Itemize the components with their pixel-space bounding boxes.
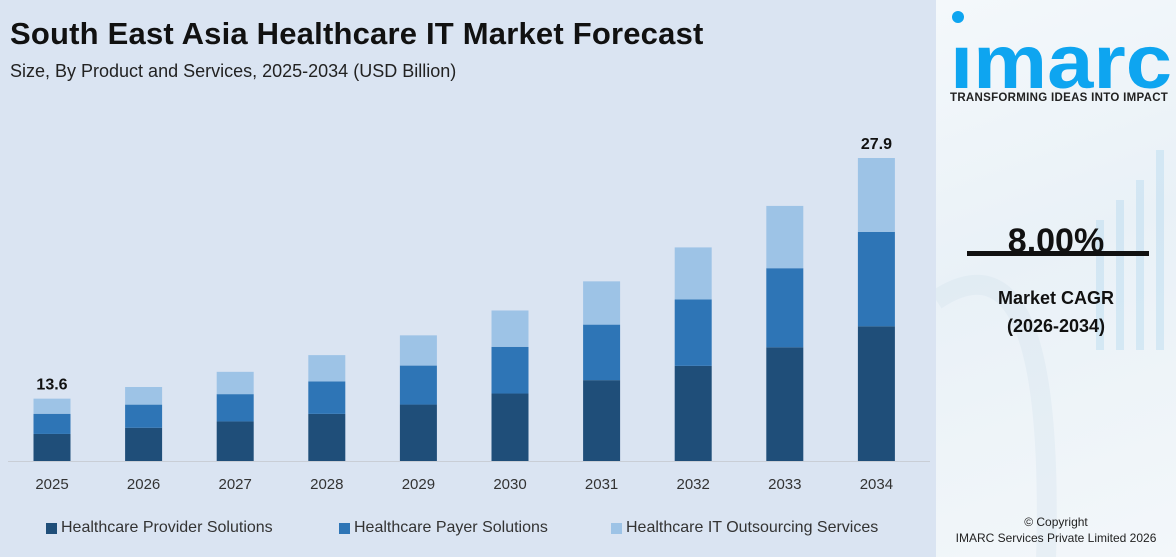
bar-segment-2026-2 bbox=[125, 387, 163, 405]
bar-segment-2029-2 bbox=[399, 335, 437, 366]
x-tick-label: 2033 bbox=[768, 476, 801, 493]
bar-segment-2033-1 bbox=[766, 268, 804, 348]
bar-segment-2028-1 bbox=[308, 381, 346, 414]
imarc-logo-mark: ımarc bbox=[950, 11, 1172, 105]
legend-item-provider: Healthcare Provider Solutions bbox=[46, 519, 273, 537]
legend-item-outsourcing: Healthcare IT Outsourcing Services bbox=[611, 519, 878, 537]
bar-segment-2034-2 bbox=[857, 158, 895, 232]
cagr-label: Market CAGR (2026-2034) bbox=[936, 284, 1176, 340]
bar-segment-2031-2 bbox=[583, 281, 621, 325]
bar-segment-2031-1 bbox=[583, 324, 621, 381]
legend-swatch bbox=[339, 522, 350, 534]
bar-segment-2027-1 bbox=[216, 394, 254, 422]
bar-segment-2034-1 bbox=[857, 231, 895, 327]
bar-segment-2032-0 bbox=[674, 365, 712, 461]
bar-segment-2032-1 bbox=[674, 299, 712, 366]
x-tick-label: 2029 bbox=[402, 476, 435, 493]
bar-segment-2025-2 bbox=[33, 398, 71, 414]
copyright: © Copyright IMARC Services Private Limit… bbox=[936, 514, 1176, 546]
bar-segment-2033-2 bbox=[766, 205, 804, 269]
bar-segment-2031-0 bbox=[583, 380, 621, 461]
bar-segment-2028-2 bbox=[308, 355, 346, 382]
bar-segment-2032-2 bbox=[674, 247, 712, 300]
bar-segment-2027-0 bbox=[216, 421, 254, 461]
cagr-label-text: Market CAGR bbox=[997, 288, 1115, 308]
data-label: 27.9 bbox=[861, 136, 892, 153]
bar-segment-2029-0 bbox=[399, 404, 437, 461]
bar-segment-2028-0 bbox=[308, 413, 346, 461]
bar-segment-2030-2 bbox=[491, 310, 529, 347]
copyright-line2: IMARC Services Private Limited 2026 bbox=[955, 531, 1157, 545]
chart-subtitle: Size, By Product and Services, 2025-2034… bbox=[10, 61, 457, 81]
bar-segment-2030-0 bbox=[491, 393, 529, 461]
x-tick-label: 2031 bbox=[585, 476, 618, 493]
bar-segment-2026-1 bbox=[125, 404, 163, 428]
bar-segment-2029-1 bbox=[399, 365, 437, 405]
imarc-logo: ımarc bbox=[946, 10, 1176, 105]
x-tick-label: 2034 bbox=[860, 476, 893, 493]
bar-segment-2030-1 bbox=[491, 346, 529, 394]
x-tick-label: 2028 bbox=[310, 476, 343, 493]
legend-swatch bbox=[611, 522, 622, 534]
copyright-line1: © Copyright bbox=[1024, 515, 1088, 529]
x-tick-label: 2026 bbox=[127, 476, 160, 493]
x-tick-label: 2025 bbox=[35, 476, 68, 493]
stacked-bar-chart: 2025 13.6 2026 2027 2028 2029 2030 2031 2032 2033… bbox=[8, 136, 930, 493]
chart-panel: South East Asia Healthcare IT Market For… bbox=[8, 16, 930, 537]
x-tick-label: 2027 bbox=[219, 476, 252, 493]
sidebar: ımarc TRANSFORMING IDEAS INTO IMPACT 8.0… bbox=[936, 0, 1176, 557]
bar-segment-2027-2 bbox=[216, 371, 254, 395]
bar-segment-2026-0 bbox=[125, 427, 163, 461]
legend-label: Healthcare Provider Solutions bbox=[61, 519, 273, 536]
bar-segment-2033-0 bbox=[766, 347, 804, 461]
cagr-period: (2026-2034) bbox=[1006, 316, 1106, 336]
legend-item-payer: Healthcare Payer Solutions bbox=[339, 519, 548, 537]
background-chart-image bbox=[936, 150, 1164, 557]
chart-title: South East Asia Healthcare IT Market For… bbox=[10, 16, 704, 51]
bar-segment-2025-0 bbox=[33, 433, 71, 461]
bar-segment-2025-1 bbox=[33, 413, 71, 434]
divider bbox=[967, 251, 1149, 256]
data-label: 13.6 bbox=[36, 377, 67, 394]
x-tick-label: 2030 bbox=[493, 476, 526, 493]
bar-segment-2034-0 bbox=[857, 326, 895, 461]
svg-text:ımarc: ımarc bbox=[950, 20, 1172, 90]
legend-label: Healthcare Payer Solutions bbox=[354, 519, 548, 536]
x-tick-label: 2032 bbox=[677, 476, 710, 493]
legend-swatch bbox=[46, 522, 57, 534]
legend-label: Healthcare IT Outsourcing Services bbox=[626, 519, 879, 536]
tagline: TRANSFORMING IDEAS INTO IMPACT bbox=[950, 92, 1169, 104]
